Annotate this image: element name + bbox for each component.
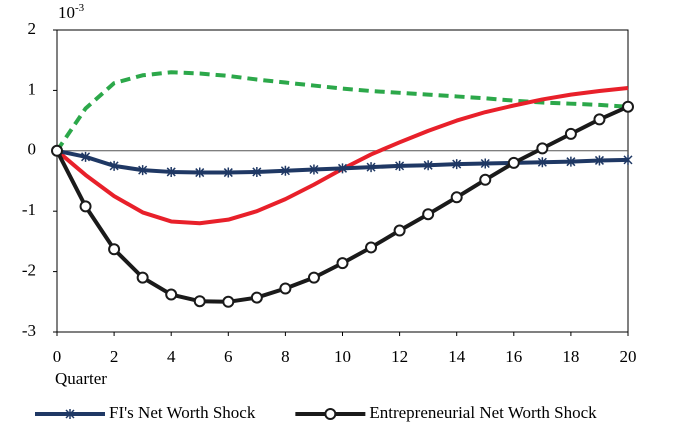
legend-label: FI's Net Worth Shock <box>109 403 256 422</box>
series-line <box>55 70 629 152</box>
marker <box>324 408 337 420</box>
marker <box>536 142 549 155</box>
marker <box>365 241 378 254</box>
series-line <box>55 85 629 226</box>
x-tick-label: 18 <box>562 347 579 366</box>
marker <box>337 163 348 174</box>
marker <box>51 144 63 157</box>
marker <box>309 164 319 175</box>
marker <box>195 167 205 178</box>
y-tick-label: 2 <box>28 19 37 38</box>
x-tick-label: 8 <box>281 347 290 366</box>
y-tick-label: 0 <box>28 140 37 159</box>
x-tick-label: 20 <box>620 347 637 366</box>
x-tick-label: 6 <box>224 347 233 366</box>
marker <box>81 151 91 162</box>
y-tick-label: -1 <box>22 200 36 219</box>
marker <box>307 271 320 284</box>
x-tick-label: 2 <box>110 347 119 366</box>
marker <box>166 166 176 177</box>
marker <box>564 127 577 140</box>
marker <box>537 157 547 168</box>
legend-item: FI's Net Worth Shock <box>35 403 256 422</box>
x-tick-label: 10 <box>334 347 351 366</box>
marker <box>280 165 290 176</box>
marker <box>452 159 462 170</box>
marker <box>450 191 463 204</box>
x-tick-label: 14 <box>448 347 466 366</box>
legend-item: Entrepreneurial Net Worth Shock <box>295 403 597 422</box>
marker <box>252 166 262 177</box>
marker <box>222 295 235 308</box>
marker <box>336 257 349 270</box>
marker <box>479 173 492 186</box>
marker <box>108 243 121 256</box>
marker <box>366 162 376 173</box>
marker <box>193 295 206 308</box>
marker <box>250 291 263 304</box>
marker <box>136 271 149 284</box>
marker <box>393 224 406 237</box>
marker <box>423 160 433 171</box>
x-tick-label: 16 <box>505 347 522 366</box>
axis-multiplier: 10-3 <box>58 2 85 22</box>
y-tick-label: 1 <box>28 79 37 98</box>
marker <box>109 160 119 171</box>
marker <box>594 155 604 166</box>
marker <box>395 160 405 171</box>
legend-label: Entrepreneurial Net Worth Shock <box>369 403 597 422</box>
marker <box>480 158 490 169</box>
x-tick-label: 0 <box>53 347 62 366</box>
marker <box>79 200 92 213</box>
x-axis-label: Quarter <box>55 369 107 388</box>
multiplier-base: 10 <box>58 3 75 22</box>
y-tick-label: -3 <box>22 321 36 340</box>
marker <box>507 156 520 169</box>
marker <box>279 282 292 295</box>
y-tick-label: -2 <box>22 261 36 280</box>
marker <box>593 113 606 126</box>
marker <box>65 409 75 419</box>
x-tick-label: 12 <box>391 347 408 366</box>
marker <box>138 165 148 176</box>
x-tick-label: 4 <box>167 347 176 366</box>
marker <box>165 288 178 301</box>
marker <box>623 154 633 165</box>
multiplier-exponent: -3 <box>75 2 85 14</box>
marker <box>622 100 634 113</box>
marker <box>566 156 576 167</box>
marker <box>223 167 233 178</box>
marker <box>422 208 435 221</box>
